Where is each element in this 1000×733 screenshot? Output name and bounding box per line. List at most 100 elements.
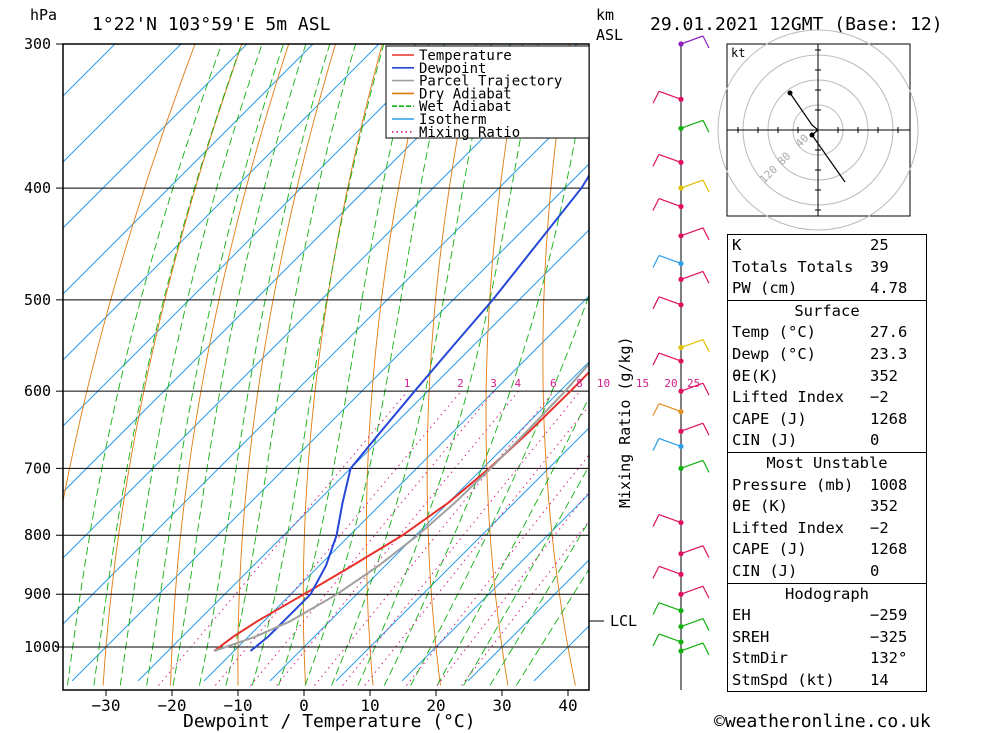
y-tick-label: 300: [24, 35, 51, 53]
indices-panel: K 25 Totals Totals 39 PW (cm) 4.78 Surface Tem…: [727, 234, 927, 693]
index-box-most-unstable: Most Unstable Pressure (mb) 1008 θE (K) 352 L…: [727, 452, 927, 584]
wet-adiabat: [225, 44, 357, 686]
datetime-title: 29.01.2021 12GMT (Base: 12): [650, 14, 943, 35]
index-label: Temp (°C): [732, 323, 816, 342]
wind-barb-flag: [702, 585, 710, 599]
x-tick-label: 0: [299, 696, 309, 715]
wind-barb-flag: [652, 90, 660, 104]
wind-barb-flag: [702, 227, 710, 241]
mixing-ratio-label: 20: [664, 377, 677, 390]
index-row: PW (cm) 4.78: [728, 278, 926, 300]
wind-barb: [680, 339, 704, 349]
wind-barb: [658, 513, 682, 524]
wind-barb-flag: [702, 35, 710, 49]
isotherm-line: [203, 295, 589, 682]
mixing-ratio-line: [436, 490, 589, 686]
index-label: StmSpd (kt): [732, 670, 835, 689]
index-row: StmSpd (kt) 14: [728, 670, 926, 692]
index-label: Pressure (mb): [732, 475, 854, 494]
index-box-hodograph: Hodograph EH −259 SREH −325 StmDir 132° StmSpd …: [727, 583, 927, 693]
wind-barb: [658, 90, 682, 100]
index-label: EH: [732, 606, 751, 625]
wind-level-dot: [678, 519, 684, 526]
mixing-ratio-line: [364, 405, 589, 686]
index-value: −2: [870, 388, 889, 407]
wet-adiabat: [278, 44, 416, 686]
wind-barb-flag: [702, 422, 710, 436]
wind-barb-flag: [652, 296, 660, 310]
wet-adiabat: [172, 44, 307, 686]
dry-adiabat: [302, 44, 383, 686]
isotherm-line: [467, 559, 589, 682]
index-label: θE (K): [732, 497, 788, 516]
hodograph-trace: [789, 92, 846, 183]
y-tick-label: 500: [24, 291, 51, 309]
index-row: CIN (J) 0: [728, 430, 926, 452]
x-tick-label: 30: [492, 696, 511, 715]
legend-label: Wet Adiabat: [419, 99, 512, 115]
index-label: CAPE (J): [732, 409, 807, 428]
wind-barb-flag: [652, 566, 660, 579]
wet-adiabat: [251, 44, 385, 686]
index-label: Totals Totals: [732, 257, 854, 276]
index-value: 1268: [870, 540, 908, 559]
wet-adiabat: [357, 44, 539, 686]
wind-barb-flag: [652, 438, 660, 451]
hodograph-ring: [717, 29, 919, 231]
dry-adiabat: [365, 44, 430, 686]
series-parcel-trajectory: [213, 362, 589, 652]
index-value: 132°: [870, 649, 908, 668]
index-row: CAPE (J) 1268: [728, 539, 926, 561]
index-box-title: Most Unstable: [766, 453, 888, 472]
index-label: Dewp (°C): [732, 344, 816, 363]
dry-adiabat: [237, 44, 336, 686]
wind-barb: [658, 633, 682, 643]
mixing-ratio-line: [314, 390, 555, 686]
lcl-label: LCL: [610, 612, 637, 630]
index-row: Totals Totals 39: [728, 257, 926, 279]
index-label: StmDir: [732, 649, 788, 668]
index-row: Dewp (°C) 23.3: [728, 344, 926, 366]
wind-barb: [658, 602, 682, 612]
index-value: 352: [870, 366, 898, 385]
wind-barb: [658, 437, 682, 447]
wet-adiabat: [410, 293, 589, 686]
x-tick-label: −10: [224, 696, 253, 715]
wind-barb: [658, 352, 682, 362]
index-box-top: K 25 Totals Totals 39 PW (cm) 4.78: [727, 234, 927, 301]
wind-barb: [658, 197, 682, 208]
wind-barb-flag: [702, 642, 710, 656]
dry-adiabat: [943, 27, 1000, 686]
index-value: 1268: [870, 409, 908, 428]
index-row: Lifted Index −2: [728, 387, 926, 409]
mixing-ratio-line: [461, 520, 589, 686]
wind-barb: [680, 617, 704, 628]
y-tick-label: 600: [24, 382, 51, 400]
hodograph-unit: kt: [731, 46, 745, 60]
index-label: K: [732, 236, 742, 254]
mixing-ratio-label: 10: [597, 377, 610, 390]
wind-barb: [680, 382, 704, 392]
wind-barb-flag: [702, 460, 710, 473]
mixing-ratio-label: 4: [515, 377, 522, 390]
y-tick-label: 800: [24, 526, 51, 544]
x-tick-label: −20: [158, 696, 187, 715]
wind-barb-flag: [702, 618, 710, 631]
index-row: StmDir 132°: [728, 648, 926, 670]
wind-profile: [652, 35, 710, 690]
wet-adiabat: [331, 44, 492, 686]
location-title: 1°22'N 103°59'E 5m ASL: [92, 14, 331, 35]
index-row: EH −259: [728, 605, 926, 627]
isotherm-line: [335, 427, 589, 682]
wind-barb: [680, 227, 704, 237]
wind-level-dot: [678, 591, 684, 597]
km-label: km: [596, 6, 614, 24]
mixing-ratio-line: [406, 454, 589, 686]
wind-barb-flag: [652, 633, 660, 647]
isotherm-line: [63, 44, 380, 361]
isotherm-line: [269, 361, 589, 682]
wind-barb-flag: [702, 545, 710, 558]
wind-barb: [680, 270, 704, 280]
index-value: −259: [870, 606, 908, 625]
plot-frame: [62, 43, 590, 691]
